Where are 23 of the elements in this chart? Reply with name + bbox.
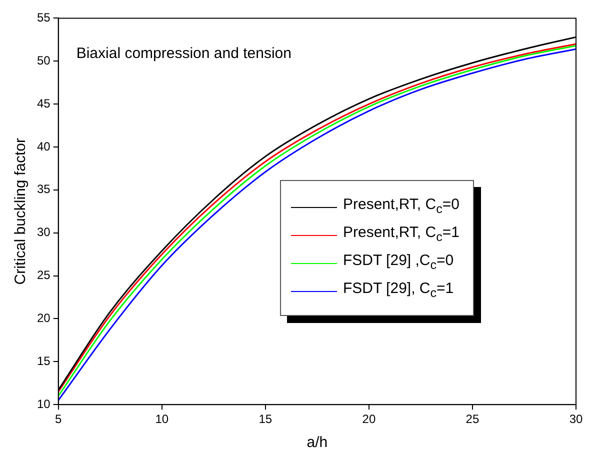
y-axis-title: Critical buckling factor <box>12 138 30 285</box>
legend-label: Present,RT, C$_{c}$=1 <box>343 223 460 246</box>
legend-label: FSDT [29] ,C$_{c}$=0 <box>343 251 454 274</box>
y-tick-label: 15 <box>36 354 51 368</box>
y-tick-label: 40 <box>36 139 51 154</box>
y-tick-label: 20 <box>36 311 51 326</box>
x-tick-label: 10 <box>155 412 169 426</box>
y-tick-label: 55 <box>36 10 51 25</box>
legend-label: FSDT [29], C$_{c}$=1 <box>343 279 454 302</box>
y-tick-label: 50 <box>36 53 51 68</box>
x-tick-label: 30 <box>569 412 583 426</box>
y-tick-label: 35 <box>36 182 51 196</box>
y-tick-label: 25 <box>36 268 51 282</box>
y-tick-label: 45 <box>36 96 51 110</box>
x-tick-label: 20 <box>362 412 376 426</box>
x-axis-title: a/h <box>306 434 328 452</box>
x-tick-label: 25 <box>466 412 480 426</box>
x-tick-label: 5 <box>55 412 62 426</box>
text: Biaxial compression and tension <box>76 44 292 62</box>
x-tick-label: 15 <box>258 412 272 426</box>
y-tick-label: 30 <box>36 225 51 240</box>
y-tick-label: 10 <box>36 396 51 411</box>
legend-label: Present,RT, C$_{c}$=0 <box>343 195 460 218</box>
